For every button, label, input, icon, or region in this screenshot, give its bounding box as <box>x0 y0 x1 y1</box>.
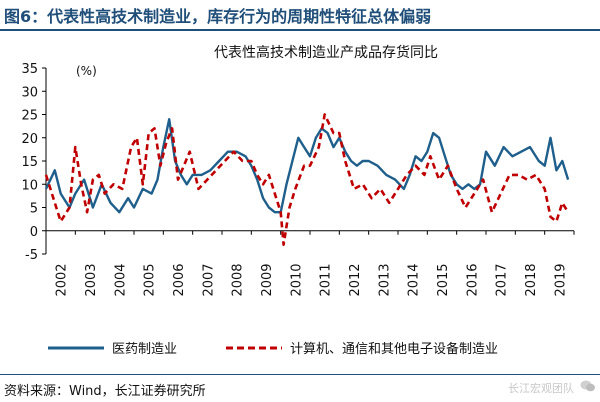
x-tick-label: 2019 <box>553 263 568 296</box>
x-tick-label: 2006 <box>172 263 187 296</box>
y-tick-label: 15 <box>21 155 38 170</box>
series-line-1 <box>44 117 570 214</box>
x-tick-label: 2018 <box>524 263 539 296</box>
x-tick-label: 2011 <box>319 263 334 296</box>
x-tick-label: 2009 <box>260 263 275 296</box>
y-tick-label: 20 <box>21 132 38 147</box>
x-tick-label: 2004 <box>113 263 128 296</box>
line-chart: 代表性高技术制造业产成品存货同比 (%) -5 0 5 10 15 20 25 30 35 2002 2… <box>21 44 575 357</box>
x-tick-label: 2015 <box>436 263 451 296</box>
x-tick-label: 2016 <box>465 263 480 296</box>
series-line-2 <box>44 113 570 246</box>
source-note: 资料来源：Wind，长江证券研究所 <box>4 384 206 399</box>
y-tick-label: 5 <box>30 202 38 217</box>
y-tick-label: 35 <box>21 62 38 77</box>
x-tick-label: 2017 <box>495 263 510 296</box>
legend-label-1: 医药制造业 <box>112 342 177 357</box>
x-tick-label: 2010 <box>289 263 304 296</box>
legend-label-2: 计算机、通信和其他电子设备制造业 <box>290 341 498 357</box>
x-tick-label: 2005 <box>143 263 158 296</box>
watermark: 长江宏观团队 <box>508 382 574 395</box>
x-tick-label: 2012 <box>348 263 363 296</box>
y-unit-label: (%) <box>76 64 97 78</box>
chart-title: 代表性高技术制造业产成品存货同比 <box>214 44 438 61</box>
y-tick-label: 0 <box>30 225 38 240</box>
text-layer: 代表性高技术制造业产成品存货同比 (%) -5 0 5 10 15 20 25 30 35 2002 2… <box>21 44 568 357</box>
y-tick-label: 25 <box>21 109 38 124</box>
figure-header: 图6：代表性高技术制造业，库存行为的周期性特征总体偏弱 <box>0 0 600 30</box>
axes-layer <box>42 67 575 255</box>
wechat-icon <box>580 380 595 392</box>
footer-rule <box>0 374 600 375</box>
y-tick-label: -5 <box>25 248 38 263</box>
y-tick-label: 10 <box>21 178 38 193</box>
x-tick-label: 2007 <box>201 263 216 296</box>
x-tick-label: 2003 <box>84 263 99 296</box>
figure-footer: 资料来源：Wind，长江证券研究所 长江宏观团队 <box>0 374 600 402</box>
y-tick-label: 30 <box>21 85 38 100</box>
figure-header-text: 图6：代表性高技术制造业，库存行为的周期性特征总体偏弱 <box>4 7 432 26</box>
x-tick-label: 2013 <box>377 263 392 296</box>
x-tick-label: 2002 <box>55 263 70 296</box>
header-rule <box>0 29 600 31</box>
x-tick-label: 2008 <box>231 263 246 296</box>
x-tick-label: 2014 <box>407 263 422 296</box>
series-layer <box>44 113 570 350</box>
